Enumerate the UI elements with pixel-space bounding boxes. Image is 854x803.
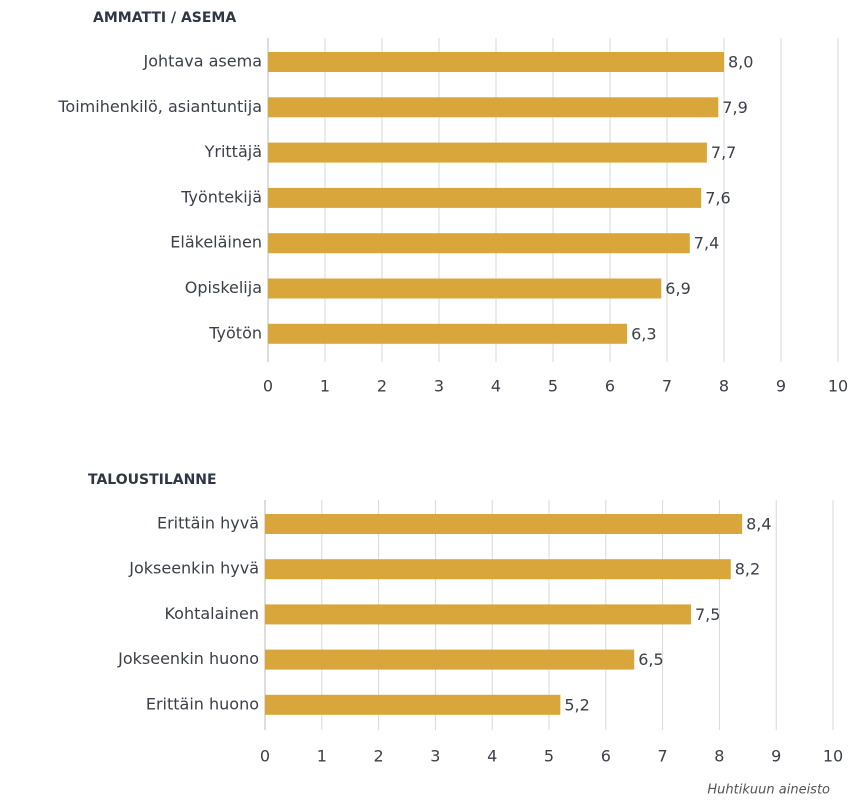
- x-tick-label: 7: [658, 747, 668, 766]
- data-label: 7,9: [722, 98, 747, 117]
- y-tick-label: Eläkeläinen: [170, 233, 262, 252]
- bar: [268, 323, 628, 344]
- y-tick-label: Työntekijä: [180, 187, 262, 206]
- y-tick-label: Toimihenkilö, asiantuntija: [57, 97, 262, 116]
- y-tick-label: Yrittäjä: [204, 142, 262, 161]
- data-label: 7,4: [694, 234, 719, 253]
- data-label: 8,4: [746, 515, 771, 534]
- x-tick-label: 1: [317, 747, 327, 766]
- x-tick-label: 8: [719, 377, 729, 396]
- bar: [268, 278, 662, 299]
- x-tick-label: 9: [771, 747, 781, 766]
- y-tick-label: Jokseenkin hyvä: [128, 559, 259, 578]
- data-label: 7,6: [705, 188, 730, 207]
- source-note: Huhtikuun aineisto: [707, 783, 830, 798]
- x-tick-label: 10: [828, 377, 848, 396]
- y-tick-label: Johtava asema: [143, 52, 262, 71]
- x-tick-label: 6: [605, 377, 615, 396]
- bar: [268, 233, 690, 254]
- x-tick-label: 4: [487, 747, 497, 766]
- bar: [268, 187, 702, 208]
- bar: [265, 649, 635, 670]
- x-tick-label: 5: [548, 377, 558, 396]
- bar: [268, 52, 724, 72]
- data-label: 5,2: [564, 695, 589, 714]
- data-label: 7,5: [695, 605, 720, 624]
- bar: [265, 694, 561, 715]
- x-tick-label: 5: [544, 747, 554, 766]
- data-label: 6,9: [665, 279, 690, 298]
- data-label: 7,7: [711, 143, 736, 162]
- x-tick-label: 0: [260, 747, 270, 766]
- bar: [268, 97, 719, 118]
- bar: [265, 514, 743, 534]
- y-tick-label: Opiskelija: [185, 278, 262, 297]
- data-label: 6,3: [631, 324, 656, 343]
- y-tick-label: Kohtalainen: [164, 604, 259, 623]
- x-tick-label: 6: [601, 747, 611, 766]
- x-tick-label: 3: [430, 747, 440, 766]
- y-tick-label: Työtön: [208, 323, 262, 342]
- x-tick-label: 8: [714, 747, 724, 766]
- data-label: 8,0: [728, 53, 753, 72]
- chart-title: AMMATTI / ASEMA: [93, 10, 236, 26]
- x-tick-label: 0: [263, 377, 273, 396]
- x-tick-label: 1: [320, 377, 330, 396]
- data-label: 8,2: [735, 560, 760, 579]
- x-tick-label: 10: [823, 747, 843, 766]
- x-tick-label: 9: [776, 377, 786, 396]
- bar: [265, 604, 691, 625]
- bar: [268, 142, 707, 163]
- x-tick-label: 4: [491, 377, 501, 396]
- data-label: 6,5: [638, 650, 663, 669]
- chart-title: TALOUSTILANNE: [88, 472, 217, 488]
- x-tick-label: 3: [434, 377, 444, 396]
- y-tick-label: Erittäin huono: [146, 694, 259, 713]
- x-tick-label: 7: [662, 377, 672, 396]
- y-tick-label: Jokseenkin huono: [117, 649, 259, 668]
- bar: [265, 559, 731, 580]
- x-tick-label: 2: [374, 747, 384, 766]
- x-tick-label: 2: [377, 377, 387, 396]
- y-tick-label: Erittäin hyvä: [157, 514, 259, 533]
